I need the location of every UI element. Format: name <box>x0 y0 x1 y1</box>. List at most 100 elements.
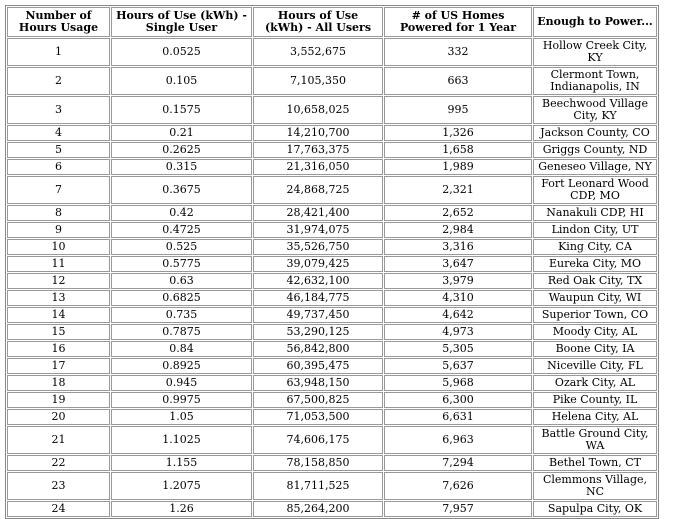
table-cell: 22 <box>7 455 110 471</box>
table-cell: Moody City, AL <box>533 324 657 340</box>
table-cell: Red Oak City, TX <box>533 273 657 289</box>
table-cell: 7,626 <box>384 472 532 500</box>
table-cell: 24,868,725 <box>253 176 383 204</box>
table-container: Number of Hours Usage Hours of Use (kWh) … <box>5 5 659 519</box>
table-row: 2 0.105 7,105,350 663 Clermont Town, Indiana… <box>7 67 657 95</box>
table-cell: 13 <box>7 290 110 306</box>
table-cell: 85,264,200 <box>253 501 383 517</box>
table-cell: 9 <box>7 222 110 238</box>
table-cell: 0.5775 <box>111 256 252 272</box>
table-cell: 12 <box>7 273 110 289</box>
table-cell: 56,842,800 <box>253 341 383 357</box>
table-row: 23 1.2075 81,711,525 7,626 Clemmons Village,… <box>7 472 657 500</box>
data-table: Number of Hours Usage Hours of Use (kWh) … <box>5 5 659 519</box>
table-cell: 3 <box>7 96 110 124</box>
table-cell: 0.8925 <box>111 358 252 374</box>
table-cell: 8 <box>7 205 110 221</box>
table-cell: Bethel Town, CT <box>533 455 657 471</box>
table-row: 9 0.4725 31,974,075 2,984 Lindon City, UT <box>7 222 657 238</box>
table-row: 4 0.21 14,210,700 1,326 Jackson County, CO <box>7 125 657 141</box>
table-cell: 332 <box>384 38 532 66</box>
table-row: 13 0.6825 46,184,775 4,310 Waupun City, WI <box>7 290 657 306</box>
table-cell: 10 <box>7 239 110 255</box>
table-cell: 5,968 <box>384 375 532 391</box>
table-cell: 2,652 <box>384 205 532 221</box>
table-row: 7 0.3675 24,868,725 2,321 Fort Leonard Wood … <box>7 176 657 204</box>
header-cell: Hours of Use (kWh) - Single User <box>111 7 252 37</box>
table-cell: 7,294 <box>384 455 532 471</box>
table-cell: 1.05 <box>111 409 252 425</box>
table-row: 19 0.9975 67,500,825 6,300 Pike County, IL <box>7 392 657 408</box>
table-cell: 60,395,475 <box>253 358 383 374</box>
table-row: 11 0.5775 39,079,425 3,647 Eureka City, MO <box>7 256 657 272</box>
header-cell: Number of Hours Usage <box>7 7 110 37</box>
header-cell: Enough to Power... <box>533 7 657 37</box>
table-cell: 0.735 <box>111 307 252 323</box>
table-cell: 35,526,750 <box>253 239 383 255</box>
table-row: 14 0.735 49,737,450 4,642 Superior Town, CO <box>7 307 657 323</box>
table-cell: 0.42 <box>111 205 252 221</box>
table-cell: 0.3675 <box>111 176 252 204</box>
table-cell: 21 <box>7 426 110 454</box>
table-cell: 6,631 <box>384 409 532 425</box>
table-cell: Sapulpa City, OK <box>533 501 657 517</box>
table-cell: Clermont Town, Indianapolis, IN <box>533 67 657 95</box>
table-cell: 0.84 <box>111 341 252 357</box>
table-cell: 1,658 <box>384 142 532 158</box>
table-cell: 42,632,100 <box>253 273 383 289</box>
table-row: 8 0.42 28,421,400 2,652 Nanakuli CDP, HI <box>7 205 657 221</box>
table-cell: Clemmons Village, NC <box>533 472 657 500</box>
table-cell: 995 <box>384 96 532 124</box>
table-cell: 74,606,175 <box>253 426 383 454</box>
table-cell: 78,158,850 <box>253 455 383 471</box>
table-row: 3 0.1575 10,658,025 995 Beechwood Village Ci… <box>7 96 657 124</box>
table-cell: 5,305 <box>384 341 532 357</box>
table-row: 17 0.8925 60,395,475 5,637 Niceville City, F… <box>7 358 657 374</box>
table-row: 1 0.0525 3,552,675 332 Hollow Creek City, KY <box>7 38 657 66</box>
table-cell: 2,321 <box>384 176 532 204</box>
table-cell: 7,957 <box>384 501 532 517</box>
table-row: 15 0.7875 53,290,125 4,973 Moody City, AL <box>7 324 657 340</box>
table-cell: Superior Town, CO <box>533 307 657 323</box>
table-cell: Lindon City, UT <box>533 222 657 238</box>
table-cell: 7 <box>7 176 110 204</box>
table-cell: 663 <box>384 67 532 95</box>
table-cell: 6,963 <box>384 426 532 454</box>
header-cell: # of US Homes Powered for 1 Year <box>384 7 532 37</box>
table-cell: 71,053,500 <box>253 409 383 425</box>
table-cell: 1,326 <box>384 125 532 141</box>
table-cell: Ozark City, AL <box>533 375 657 391</box>
table-row: 10 0.525 35,526,750 3,316 King City, CA <box>7 239 657 255</box>
table-cell: Pike County, IL <box>533 392 657 408</box>
table-cell: 0.63 <box>111 273 252 289</box>
table-cell: Helena City, AL <box>533 409 657 425</box>
table-cell: 0.7875 <box>111 324 252 340</box>
table-row: 6 0.315 21,316,050 1,989 Geneseo Village, NY <box>7 159 657 175</box>
table-cell: 4 <box>7 125 110 141</box>
table-row: 20 1.05 71,053,500 6,631 Helena City, AL <box>7 409 657 425</box>
table-row: 21 1.1025 74,606,175 6,963 Battle Ground Cit… <box>7 426 657 454</box>
table-cell: 1.1025 <box>111 426 252 454</box>
table-cell: 3,552,675 <box>253 38 383 66</box>
table-cell: Nanakuli CDP, HI <box>533 205 657 221</box>
table-cell: 46,184,775 <box>253 290 383 306</box>
page: {"table": { "header": ["Number of Hours … <box>5 5 659 519</box>
table-cell: 0.4725 <box>111 222 252 238</box>
header-row: Number of Hours Usage Hours of Use (kWh) … <box>7 7 657 37</box>
table-cell: King City, CA <box>533 239 657 255</box>
table-body: 1 0.0525 3,552,675 332 Hollow Creek City, KY… <box>7 38 657 517</box>
table-cell: 4,973 <box>384 324 532 340</box>
table-cell: Battle Ground City, WA <box>533 426 657 454</box>
table-cell: 21,316,050 <box>253 159 383 175</box>
table-row: 24 1.26 85,264,200 7,957 Sapulpa City, OK <box>7 501 657 517</box>
table-cell: 3,979 <box>384 273 532 289</box>
header-cell: Hours of Use (kWh) - All Users <box>253 7 383 37</box>
table-cell: 0.2625 <box>111 142 252 158</box>
table-cell: 0.315 <box>111 159 252 175</box>
table-head: Number of Hours Usage Hours of Use (kWh) … <box>7 7 657 37</box>
table-cell: 1.155 <box>111 455 252 471</box>
table-cell: Geneseo Village, NY <box>533 159 657 175</box>
table-cell: 0.105 <box>111 67 252 95</box>
table-cell: 39,079,425 <box>253 256 383 272</box>
table-cell: 1 <box>7 38 110 66</box>
